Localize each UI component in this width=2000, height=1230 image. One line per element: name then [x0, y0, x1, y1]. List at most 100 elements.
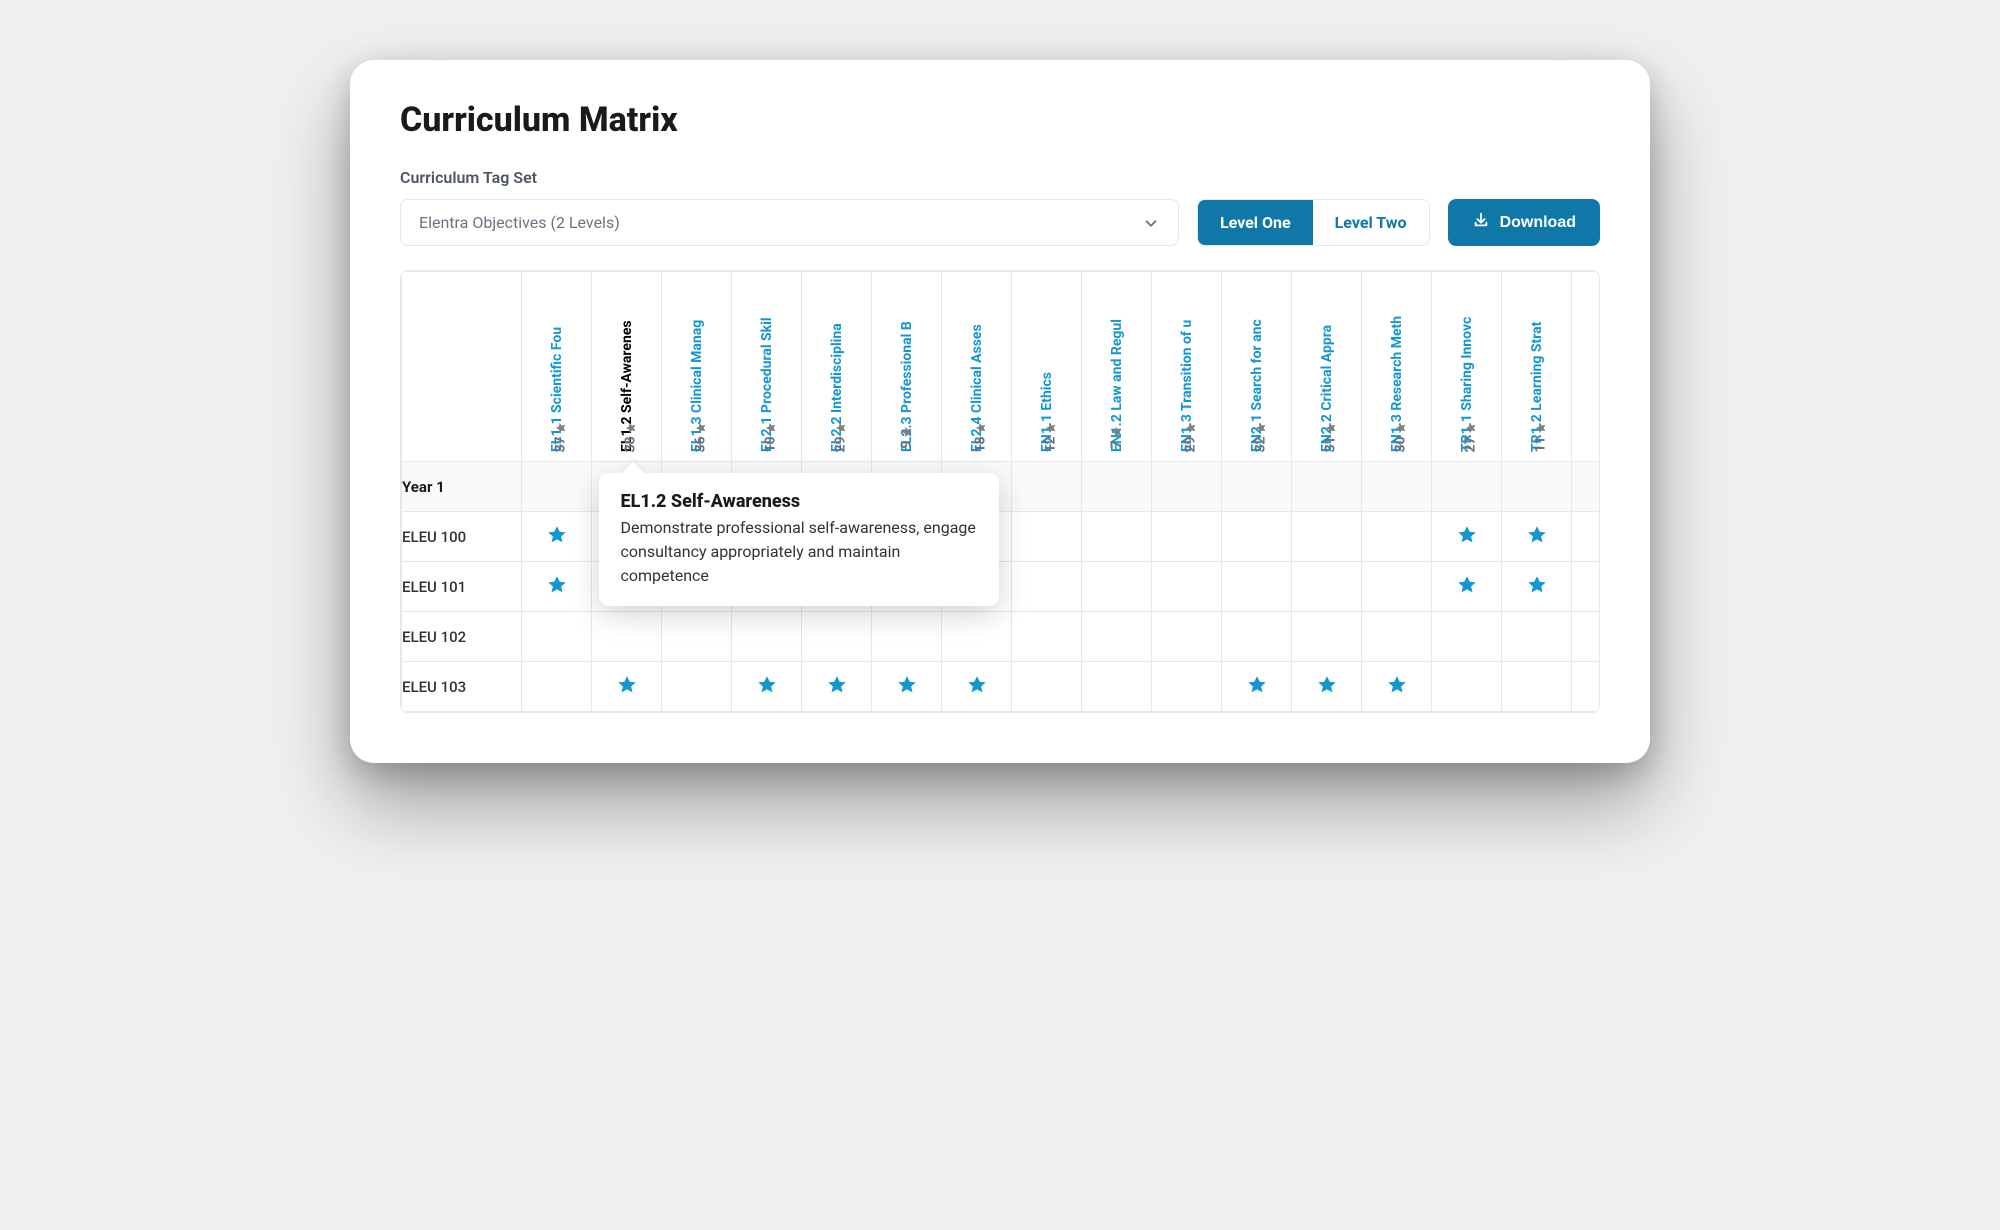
tab-level-1[interactable]: Level One: [1198, 200, 1313, 245]
matrix-cell[interactable]: [1222, 662, 1292, 712]
matrix-cell[interactable]: [802, 662, 872, 712]
matrix-cell[interactable]: [1502, 562, 1572, 612]
matrix-cell: [662, 662, 732, 712]
matrix-cell: [1362, 562, 1432, 612]
download-icon: [1472, 211, 1490, 234]
matrix-cell: [1362, 512, 1432, 562]
column-count: 12: [1042, 421, 1058, 452]
group-cell: [1152, 462, 1222, 512]
column-header-en2-2[interactable]: EN2.2 Critical Appra31: [1292, 272, 1362, 462]
column-header-tr1-2[interactable]: TR1.2 Learning Strat11: [1502, 272, 1572, 462]
tab-level-2[interactable]: Level Two: [1313, 200, 1429, 245]
column-count: 7: [1108, 425, 1124, 448]
column-header-el1-1[interactable]: EL1.1 Scientific Fou37: [522, 272, 592, 462]
star-icon: [1526, 574, 1548, 596]
group-cell: [1222, 462, 1292, 512]
column-count: 32: [1252, 421, 1268, 452]
column-header-el2-2[interactable]: EL2.2 Interdisciplina29: [802, 272, 872, 462]
column-count: 27: [1462, 421, 1478, 452]
matrix-cell: [1082, 662, 1152, 712]
group-cell: [1572, 462, 1601, 512]
matrix-cell: [1012, 612, 1082, 662]
tooltip-body: Demonstrate professional self-awareness,…: [621, 516, 977, 588]
star-icon: [1596, 574, 1601, 596]
column-header-el2-4[interactable]: EL2.4 Clinical Asses18: [942, 272, 1012, 462]
column-header-en1-3[interactable]: EN1.3 Transition of u29: [1152, 272, 1222, 462]
column-header-el1-2[interactable]: EL1.2 Self-Awarenes38: [592, 272, 662, 462]
column-tooltip: EL1.2 Self-Awareness Demonstrate profess…: [599, 473, 999, 606]
star-icon: [616, 674, 638, 696]
matrix-cell: [1222, 562, 1292, 612]
matrix-cell: [1222, 512, 1292, 562]
matrix-cell[interactable]: [942, 662, 1012, 712]
matrix-cell: [872, 612, 942, 662]
column-count: 37: [552, 421, 568, 452]
matrix-cell: [1502, 612, 1572, 662]
matrix-cell[interactable]: [1572, 562, 1601, 612]
matrix-cell: [592, 612, 662, 662]
column-header-en1-2[interactable]: EN1.2 Law and Regul7: [1082, 272, 1152, 462]
column-count: 10: [762, 421, 778, 452]
column-label: TR1.3 Patient-Cente: [1599, 282, 1601, 452]
matrix-cell[interactable]: [1502, 512, 1572, 562]
group-cell: [1012, 462, 1082, 512]
table-row: ELEU 101: [402, 562, 1601, 612]
chevron-down-icon: [1142, 214, 1160, 232]
matrix-cell: [1012, 562, 1082, 612]
matrix-cell: [1152, 612, 1222, 662]
controls-row: Elentra Objectives (2 Levels) Level OneL…: [400, 199, 1600, 246]
tag-set-select[interactable]: Elentra Objectives (2 Levels): [400, 199, 1179, 246]
group-row: Year 1: [402, 462, 1601, 512]
matrix-cell[interactable]: [592, 662, 662, 712]
matrix-cell[interactable]: [522, 562, 592, 612]
matrix-cell[interactable]: [872, 662, 942, 712]
matrix-cell[interactable]: [1362, 662, 1432, 712]
column-count: 30: [1392, 421, 1408, 452]
matrix-cell[interactable]: [732, 662, 802, 712]
matrix-cell: [1012, 662, 1082, 712]
matrix-cell: [662, 612, 732, 662]
star-icon: [546, 524, 568, 546]
row-label[interactable]: ELEU 100: [402, 512, 522, 562]
group-cell: [1502, 462, 1572, 512]
column-count: 29: [1182, 421, 1198, 452]
group-cell: [1432, 462, 1502, 512]
matrix-cell: [1292, 512, 1362, 562]
group-cell: [522, 462, 592, 512]
matrix-cell: [1012, 512, 1082, 562]
group-cell: [1082, 462, 1152, 512]
download-button[interactable]: Download: [1448, 199, 1600, 246]
curriculum-matrix-card: Curriculum Matrix Curriculum Tag Set Ele…: [350, 60, 1650, 763]
column-header-tr1-3[interactable]: TR1.3 Patient-Cente17: [1572, 272, 1601, 462]
column-count: 36: [692, 421, 708, 452]
row-label[interactable]: ELEU 102: [402, 612, 522, 662]
matrix-cell: [1572, 662, 1601, 712]
star-icon: [896, 674, 918, 696]
matrix-cell[interactable]: [522, 512, 592, 562]
matrix-cell[interactable]: [1572, 512, 1601, 562]
column-header-en1-1[interactable]: EN1.1 Ethics12: [1012, 272, 1082, 462]
star-icon: [1456, 574, 1478, 596]
matrix-cell: [1082, 612, 1152, 662]
curriculum-matrix-table: EL1.1 Scientific Fou37EL1.2 Self-Awarene…: [401, 271, 1600, 712]
row-label[interactable]: ELEU 103: [402, 662, 522, 712]
star-icon: [1596, 524, 1601, 546]
corner-cell: [402, 272, 522, 462]
row-label[interactable]: ELEU 101: [402, 562, 522, 612]
star-icon: [1456, 524, 1478, 546]
tag-set-label: Curriculum Tag Set: [400, 168, 1600, 187]
group-cell: [1362, 462, 1432, 512]
column-header-el2-1[interactable]: EL2.1 Procedural Skil10: [732, 272, 802, 462]
column-header-el1-3[interactable]: EL1.3 Clinical Manag36: [662, 272, 732, 462]
matrix-cell: [1082, 562, 1152, 612]
matrix-cell[interactable]: [1292, 662, 1362, 712]
matrix-cell[interactable]: [1432, 562, 1502, 612]
column-header-el2-3[interactable]: EL2.3 Professional B9: [872, 272, 942, 462]
column-header-tr1-1[interactable]: TR1.1 Sharing Innovc27: [1432, 272, 1502, 462]
matrix-table-wrap: EL1.1 Scientific Fou37EL1.2 Self-Awarene…: [400, 270, 1600, 713]
star-icon: [1526, 524, 1548, 546]
matrix-cell: [1152, 662, 1222, 712]
column-header-en1-3b[interactable]: EN1.3 Research Meth30: [1362, 272, 1432, 462]
matrix-cell[interactable]: [1432, 512, 1502, 562]
column-header-en2-1[interactable]: EN2.1 Search for anc32: [1222, 272, 1292, 462]
